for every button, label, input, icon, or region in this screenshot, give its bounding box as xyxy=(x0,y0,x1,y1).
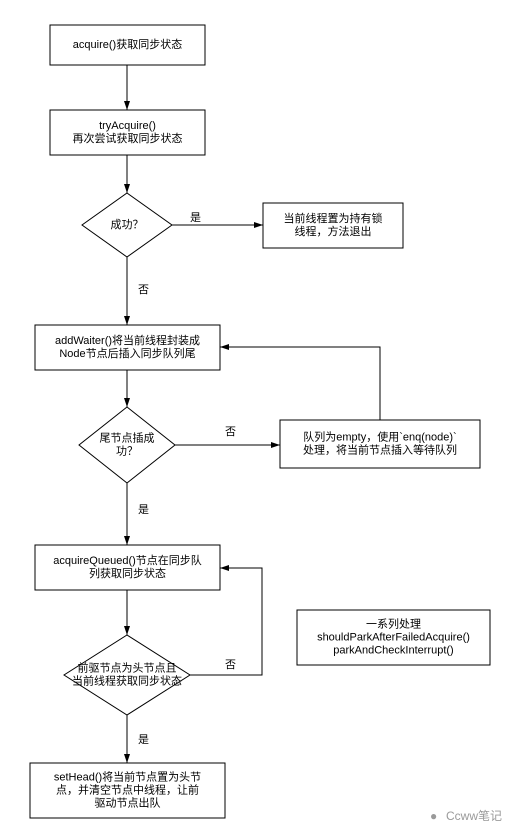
node-n8-line-1: 列获取同步状态 xyxy=(89,566,166,580)
nodes: acquire()获取同步状态tryAcquire()再次尝试获取同步状态成功？… xyxy=(30,25,490,818)
node-n5-line-0: addWaiter()将当前线程封装成 xyxy=(55,333,200,347)
watermark-text: Ccww笔记 xyxy=(446,808,502,823)
node-n10-line-1: 当前线程获取同步状态 xyxy=(72,673,182,687)
node-n11: setHead()将当前节点置为头节点，并清空节点中线程，让前驱动节点出队 xyxy=(30,763,225,818)
edge-label-2: 是 xyxy=(190,211,201,224)
edge-label-5: 否 xyxy=(225,426,236,438)
node-n11-line-1: 点，并清空节点中线程，让前 xyxy=(56,782,199,796)
node-n9-line-1: shouldParkAfterFailedAcquire() xyxy=(317,631,470,643)
node-n11-line-2: 驱动节点出队 xyxy=(95,795,161,809)
node-n7: 队列为empty，使用`enq(node)`处理，将当前节点插入等待队列 xyxy=(280,420,480,468)
node-n7-line-1: 处理，将当前节点插入等待队列 xyxy=(303,442,457,456)
node-n2: tryAcquire()再次尝试获取同步状态 xyxy=(50,110,205,155)
edge-label-3: 否 xyxy=(138,284,149,296)
node-n8-line-0: acquireQueued()节点在同步队 xyxy=(53,553,202,567)
node-n4: 当前线程置为持有锁线程，方法退出 xyxy=(263,203,403,248)
edge-6 xyxy=(220,347,380,420)
node-n9-line-0: 一系列处理 xyxy=(366,616,421,630)
node-n10: 前驱节点为头节点且当前线程获取同步状态 xyxy=(64,635,190,715)
watermark: ● Ccww笔记 xyxy=(430,808,502,823)
node-n2-line-1: 再次尝试获取同步状态 xyxy=(73,131,183,145)
edge-label-10: 是 xyxy=(138,733,149,746)
node-n1: acquire()获取同步状态 xyxy=(50,25,205,65)
node-n10-line-0: 前驱节点为头节点且 xyxy=(78,660,177,674)
node-n6-line-1: 功？ xyxy=(116,444,138,457)
watermark-dot: ● xyxy=(430,809,437,823)
node-n4-line-1: 线程，方法退出 xyxy=(295,224,372,238)
node-n9: 一系列处理shouldParkAfterFailedAcquire()parkA… xyxy=(297,610,490,665)
node-n9-line-2: parkAndCheckInterrupt() xyxy=(333,644,453,656)
node-n7-line-0: 队列为empty，使用`enq(node)` xyxy=(303,429,456,443)
edge-label-7: 是 xyxy=(138,503,149,516)
node-n4-line-0: 当前线程置为持有锁 xyxy=(284,211,383,225)
node-n3: 成功？ xyxy=(82,193,172,257)
node-n5-line-1: Node节点后插入同步队列尾 xyxy=(59,346,195,360)
node-n6-line-0: 尾节点插成 xyxy=(100,430,155,444)
node-n11-line-0: setHead()将当前节点置为头节 xyxy=(54,769,201,783)
node-n3-line-0: 成功？ xyxy=(111,218,144,231)
node-n2-line-0: tryAcquire() xyxy=(99,120,156,132)
node-n8: acquireQueued()节点在同步队列获取同步状态 xyxy=(35,545,220,590)
node-n5: addWaiter()将当前线程封装成Node节点后插入同步队列尾 xyxy=(35,325,220,370)
node-n1-line-0: acquire()获取同步状态 xyxy=(73,37,182,51)
edge-label-9: 否 xyxy=(225,659,236,671)
node-n6: 尾节点插成功？ xyxy=(79,407,175,483)
